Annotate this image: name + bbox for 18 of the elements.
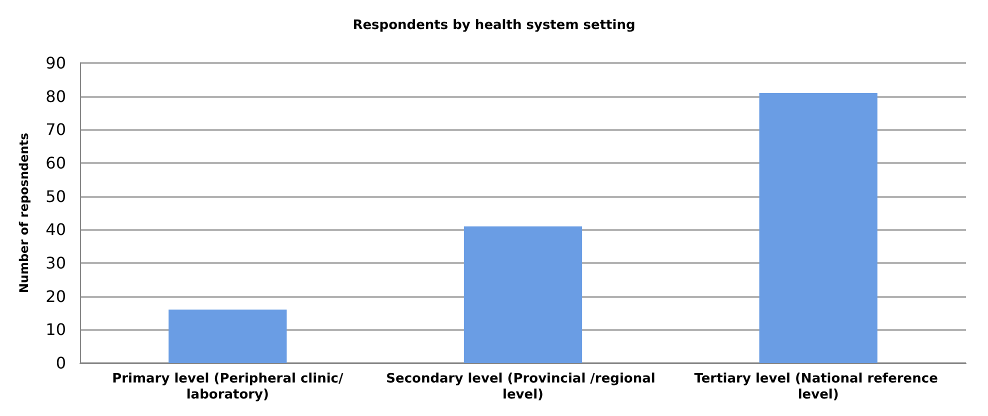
y-tick-label: 10 bbox=[46, 320, 66, 340]
y-tick-label: 30 bbox=[46, 254, 66, 272]
x-tick-label: Tertiary level (National reference level) bbox=[694, 372, 942, 402]
x-tick-label: Primary level (Peripheral clinic/laboratory) bbox=[112, 372, 344, 402]
chart-title: Respondents by health system setting bbox=[352, 18, 636, 33]
y-tick-label: 20 bbox=[46, 286, 66, 306]
y-tick-label: 60 bbox=[46, 154, 66, 172]
y-tick-label: 0 bbox=[56, 354, 66, 372]
x-tick-label: Secondary level (Provincial /regional level) bbox=[386, 372, 660, 402]
y-tick-label: 40 bbox=[46, 220, 66, 240]
bar bbox=[464, 226, 582, 363]
y-tick-label: 80 bbox=[46, 86, 66, 106]
y-axis-title: Number of reposndents bbox=[17, 132, 31, 294]
bar bbox=[759, 93, 878, 363]
y-tick-label: 50 bbox=[46, 186, 66, 206]
bar bbox=[168, 310, 287, 363]
y-tick-label: 90 bbox=[46, 54, 66, 72]
y-tick-label: 70 bbox=[46, 120, 66, 140]
